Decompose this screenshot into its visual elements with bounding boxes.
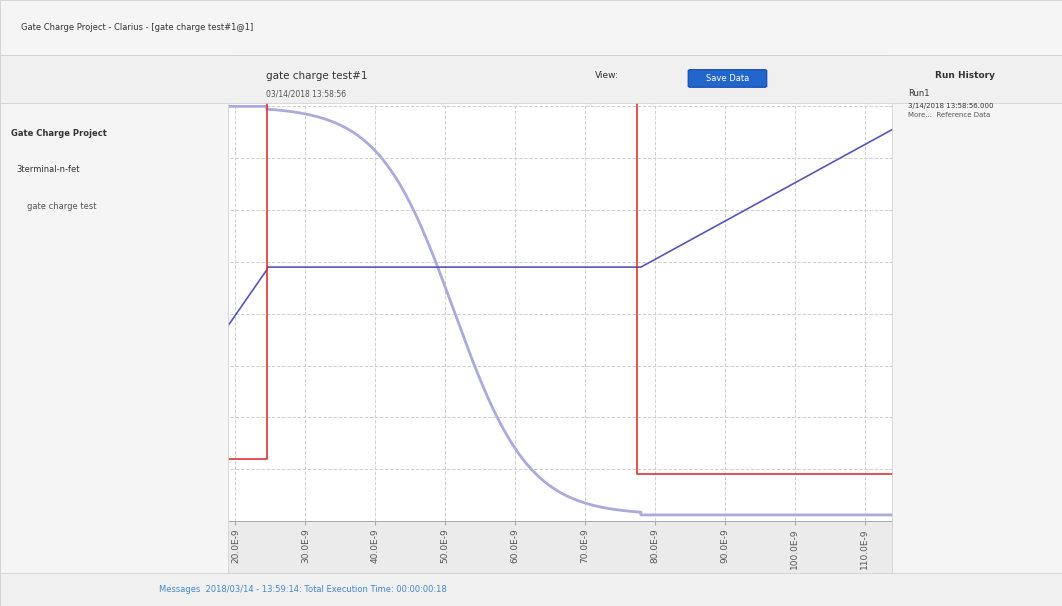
Title: Vg, Vd, Id vs Gate Charge of MOSFET: Vg, Vd, Id vs Gate Charge of MOSFET bbox=[373, 34, 657, 49]
Text: Run1: Run1 bbox=[908, 90, 929, 98]
Text: More...  Reference Data: More... Reference Data bbox=[908, 112, 990, 118]
Text: Save Data: Save Data bbox=[706, 74, 749, 82]
Text: gate charge test#1: gate charge test#1 bbox=[266, 71, 367, 81]
Text: 03/14/2018 13:58:56: 03/14/2018 13:58:56 bbox=[266, 90, 345, 98]
Y-axis label: Vg/Amps: Vg/Amps bbox=[40, 266, 50, 310]
Y-axis label: Id/V(V): Id/V(V) bbox=[988, 271, 997, 304]
Text: Run History: Run History bbox=[935, 72, 994, 80]
Text: View:: View: bbox=[595, 72, 618, 80]
Text: Gate Charge Project: Gate Charge Project bbox=[11, 129, 106, 138]
Text: Messages  2018/03/14 - 13:59:14: Total Execution Time: 00:00:00:18: Messages 2018/03/14 - 13:59:14: Total Ex… bbox=[159, 585, 447, 594]
Text: 3/14/2018 13:58:56.000: 3/14/2018 13:58:56.000 bbox=[908, 103, 994, 109]
Text: Gate Charge Project - Clarius - [gate charge test#1@1]: Gate Charge Project - Clarius - [gate ch… bbox=[21, 23, 254, 32]
X-axis label: VgCharge: VgCharge bbox=[492, 574, 538, 584]
Text: gate charge test: gate charge test bbox=[27, 202, 96, 210]
Text: 3terminal-n-fet: 3terminal-n-fet bbox=[16, 165, 80, 174]
